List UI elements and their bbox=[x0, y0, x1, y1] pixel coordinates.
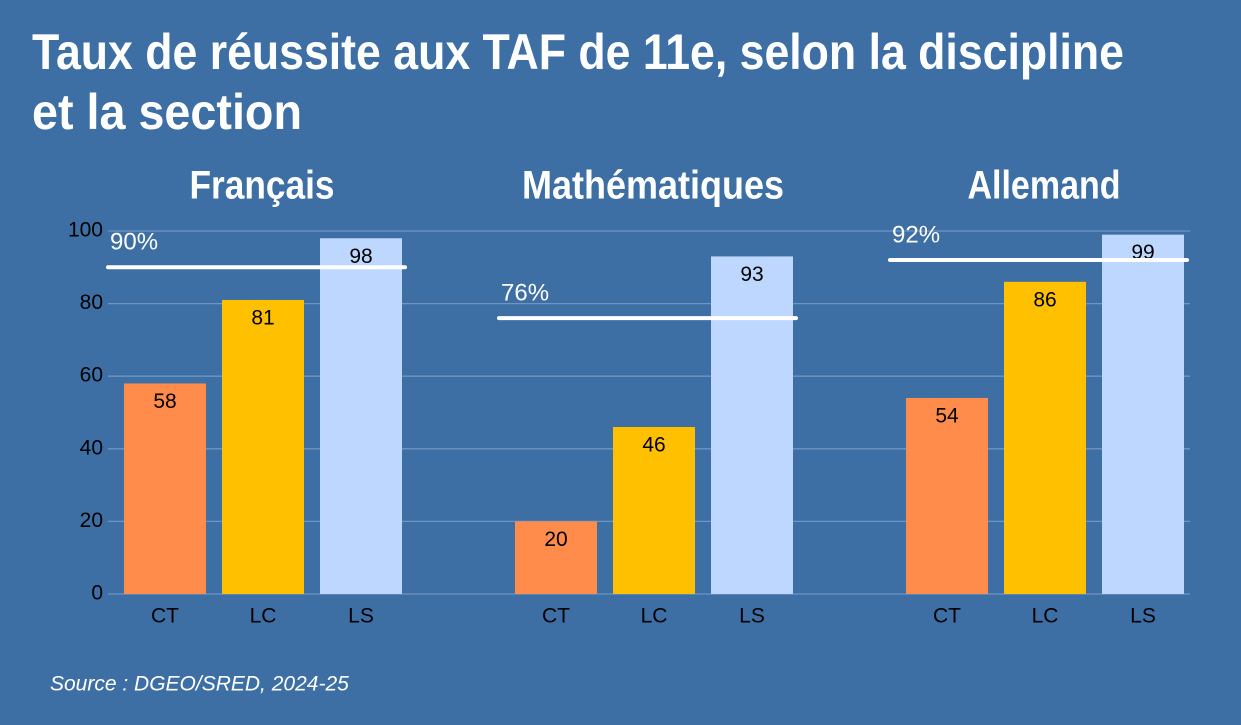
data-label: 93 bbox=[740, 263, 763, 286]
bar bbox=[515, 521, 597, 594]
x-tick-label: CT bbox=[933, 605, 961, 628]
bar bbox=[1004, 281, 1086, 594]
group-title: Mathématiques bbox=[522, 164, 784, 208]
y-tick-label: 80 bbox=[80, 291, 103, 314]
x-tick-label: CT bbox=[151, 605, 179, 628]
source: Source : DGEO/SRED, 2024-25 bbox=[50, 673, 349, 696]
x-tick-label: LS bbox=[739, 605, 765, 628]
chart-title: et la section bbox=[32, 84, 302, 140]
y-tick-label: 60 bbox=[80, 364, 103, 387]
x-tick-label: LC bbox=[250, 605, 277, 628]
data-label: 54 bbox=[935, 405, 959, 428]
data-label: 86 bbox=[1033, 288, 1056, 311]
data-label: 81 bbox=[251, 307, 274, 330]
x-tick-label: LC bbox=[1032, 605, 1059, 628]
x-tick-label: LC bbox=[641, 605, 668, 628]
data-label: 20 bbox=[544, 528, 567, 551]
chart-title: Taux de réussite aux TAF de 11e, selon l… bbox=[32, 24, 1124, 80]
data-label: 98 bbox=[349, 245, 372, 268]
x-tick-label: LS bbox=[1130, 605, 1156, 628]
bar bbox=[124, 383, 206, 594]
target-label: 90% bbox=[110, 229, 158, 256]
y-tick-label: 100 bbox=[68, 219, 103, 242]
x-tick-label: CT bbox=[542, 605, 570, 628]
group-title: Français bbox=[190, 164, 335, 208]
group-title: Allemand bbox=[968, 164, 1121, 208]
bar bbox=[906, 397, 988, 594]
bar bbox=[1102, 234, 1184, 594]
y-tick-label: 40 bbox=[80, 436, 103, 459]
y-tick-label: 0 bbox=[91, 582, 103, 605]
data-label: 46 bbox=[642, 434, 665, 457]
bar bbox=[222, 299, 304, 594]
bar bbox=[711, 256, 793, 594]
x-tick-label: LS bbox=[348, 605, 374, 628]
bar bbox=[613, 427, 695, 594]
target-label: 76% bbox=[501, 279, 549, 306]
bar bbox=[320, 238, 402, 594]
target-label: 92% bbox=[892, 221, 940, 248]
data-label: 58 bbox=[153, 390, 176, 413]
y-tick-label: 20 bbox=[80, 509, 103, 532]
